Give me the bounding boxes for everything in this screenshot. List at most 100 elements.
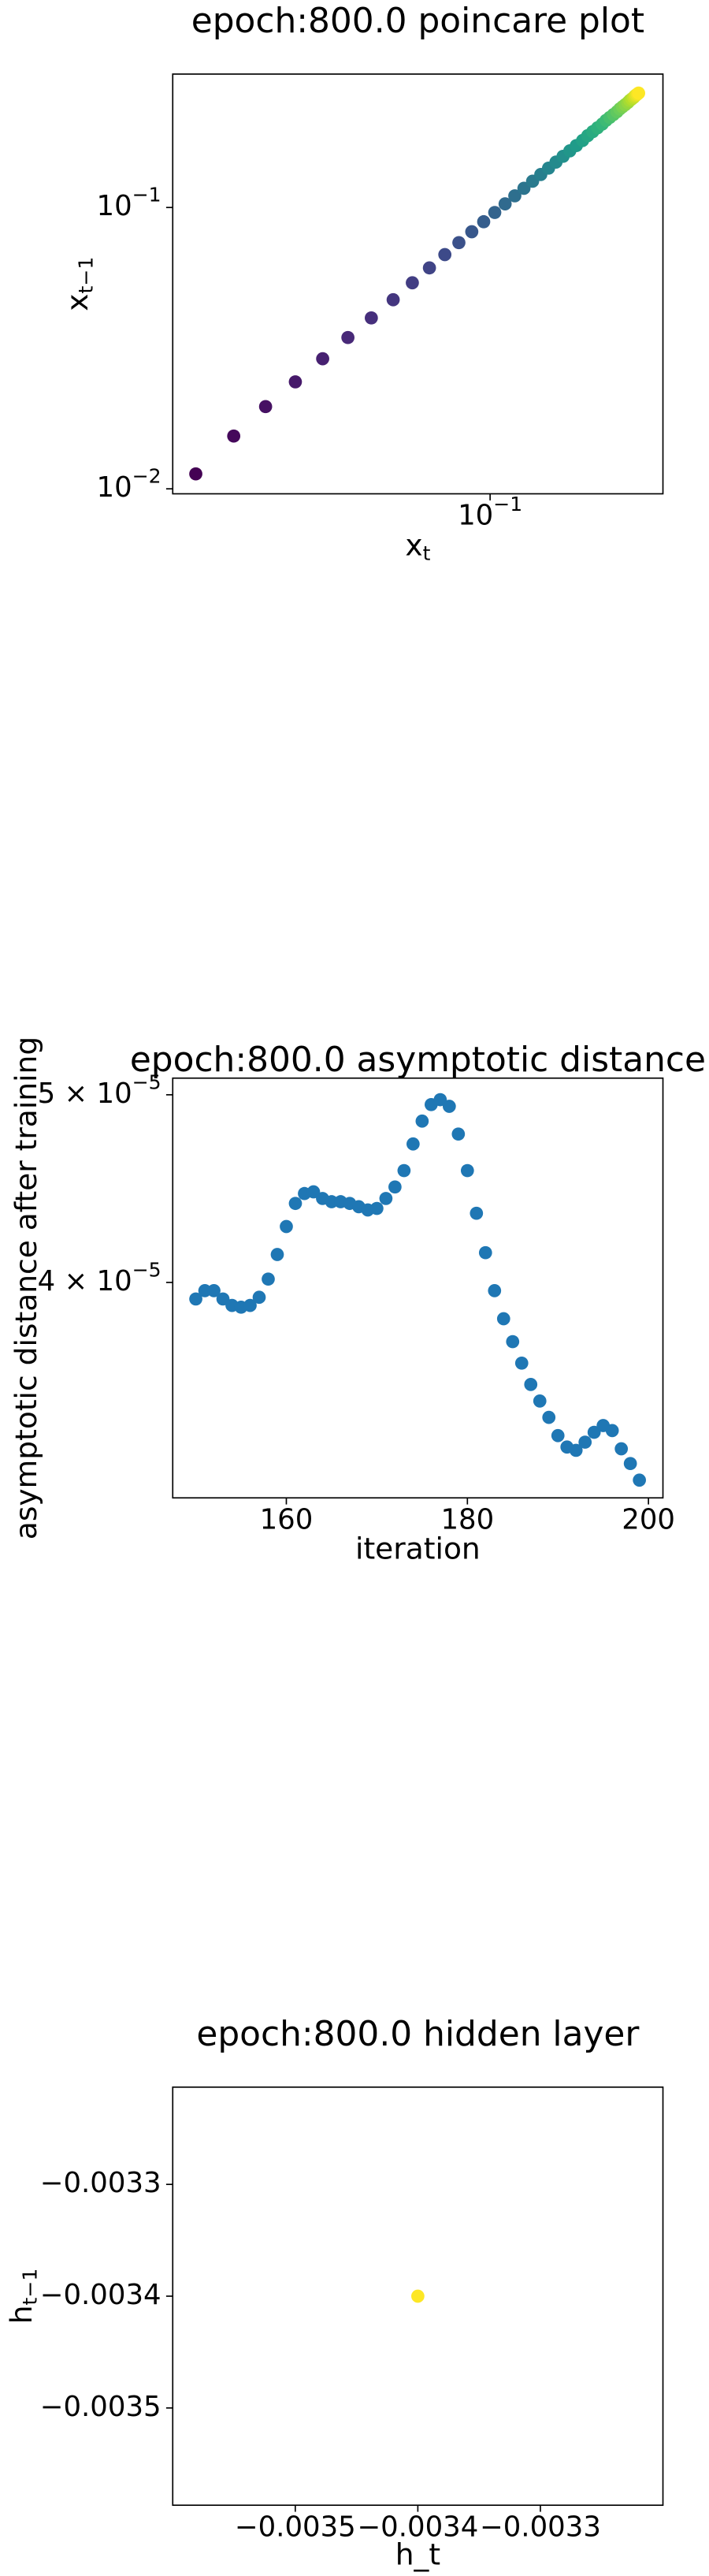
scatter-point bbox=[365, 311, 378, 325]
x-axis-label: iteration bbox=[355, 1532, 481, 1566]
label-text: −0.0035 bbox=[40, 2391, 161, 2423]
y-axis-label: ht−1 bbox=[4, 2269, 42, 2325]
chart-title: epoch:800.0 poincare plot bbox=[191, 1, 644, 41]
x-tick-label: −0.0034 bbox=[357, 2511, 478, 2543]
x-axis-label: h_t bbox=[395, 2537, 440, 2571]
scatter-point bbox=[614, 1442, 629, 1456]
scatter-point bbox=[422, 261, 436, 275]
scatter-point bbox=[542, 1410, 556, 1424]
y-axis-label: asymptotic distance after training bbox=[9, 1037, 43, 1539]
chart-title: epoch:800.0 asymptotic distance bbox=[130, 1040, 706, 1080]
label-text: 10 bbox=[97, 190, 132, 222]
label-text: 5 × 10 bbox=[38, 1078, 132, 1110]
scatter-point bbox=[316, 352, 329, 366]
x-axis-label: xt bbox=[405, 527, 430, 565]
scatter-point bbox=[551, 1428, 565, 1442]
label-text: −0.0033 bbox=[480, 2511, 601, 2543]
scatter-point bbox=[306, 1185, 321, 1199]
plot-area bbox=[172, 73, 664, 495]
label-text: 10 bbox=[458, 500, 493, 532]
scatter-point bbox=[189, 1292, 202, 1306]
label-text: 4 × 10 bbox=[38, 1265, 132, 1297]
scatter-point bbox=[524, 1378, 538, 1391]
scatter-point bbox=[411, 2289, 425, 2303]
scatter-point bbox=[569, 1443, 583, 1457]
y-axis-label: xt−1 bbox=[60, 257, 98, 311]
x-tick-label: −0.0035 bbox=[235, 2511, 356, 2543]
scatter-point bbox=[442, 1100, 456, 1113]
scatter-point bbox=[438, 248, 452, 262]
scatter-point bbox=[460, 1163, 474, 1178]
scatter-point bbox=[470, 1206, 484, 1220]
y-tick-label: −0.0033 bbox=[40, 2167, 161, 2199]
subscript: t bbox=[423, 542, 431, 565]
label-text: −0.0035 bbox=[235, 2511, 356, 2543]
label-text: x bbox=[405, 527, 422, 562]
y-tick-label: 4 × 10−5 bbox=[38, 1258, 161, 1297]
scatter-point bbox=[325, 1195, 339, 1208]
scatter-point bbox=[198, 1284, 212, 1297]
scatter-point bbox=[388, 1180, 402, 1194]
scatter-point bbox=[623, 1457, 637, 1471]
scatter-point bbox=[280, 1219, 293, 1234]
scatter-point bbox=[243, 1298, 257, 1312]
scatter-point bbox=[506, 1335, 520, 1349]
label-text: x bbox=[60, 293, 95, 311]
scatter-point bbox=[288, 1197, 303, 1211]
scatter-point bbox=[415, 1114, 429, 1128]
scatter-point bbox=[533, 1394, 547, 1408]
scatter-point bbox=[632, 86, 645, 100]
scatter-point bbox=[496, 1312, 510, 1326]
scatter-point bbox=[514, 1356, 529, 1370]
chart-title: epoch:800.0 hidden layer bbox=[196, 2014, 640, 2054]
scatter-point bbox=[379, 1192, 393, 1205]
x-tick-label: 180 bbox=[440, 1503, 494, 1536]
scatter-point bbox=[227, 429, 241, 443]
y-tick-label: 5 × 10−5 bbox=[38, 1070, 161, 1110]
scatter-point bbox=[578, 1435, 592, 1449]
plot-area bbox=[172, 1077, 664, 1499]
scatter-point bbox=[288, 375, 303, 389]
scatter-point bbox=[488, 1284, 502, 1297]
scatter-point bbox=[498, 197, 512, 210]
scatter-point bbox=[452, 236, 466, 250]
exponent: −1 bbox=[493, 493, 522, 516]
scatter-point bbox=[386, 292, 400, 307]
scatter-point bbox=[258, 400, 273, 414]
subscript: t−1 bbox=[19, 2269, 42, 2306]
scatter-point bbox=[488, 206, 502, 219]
scatter-point bbox=[605, 1424, 619, 1438]
label-text: 10 bbox=[97, 471, 132, 504]
scatter-point bbox=[587, 1425, 601, 1439]
scatter-point bbox=[478, 1245, 492, 1260]
scatter-point bbox=[252, 1290, 266, 1305]
scatter-point bbox=[406, 1137, 420, 1151]
scatter-point bbox=[270, 1248, 284, 1261]
scatter-point bbox=[633, 1473, 647, 1487]
scatter-point bbox=[189, 467, 202, 481]
exponent: −5 bbox=[132, 1258, 161, 1281]
label-text: −0.0034 bbox=[357, 2511, 478, 2543]
exponent: −5 bbox=[132, 1070, 161, 1093]
x-tick-label: −0.0033 bbox=[480, 2511, 601, 2543]
exponent: −2 bbox=[132, 465, 161, 488]
scatter-point bbox=[397, 1163, 411, 1178]
x-tick-label: 10−1 bbox=[458, 493, 522, 532]
scatter-point bbox=[262, 1272, 275, 1286]
y-tick-label: −0.0034 bbox=[40, 2279, 161, 2311]
scatter-point bbox=[406, 276, 419, 290]
scatter-point bbox=[433, 1093, 447, 1107]
scatter-point bbox=[341, 330, 354, 344]
label-text: −0.0033 bbox=[40, 2167, 161, 2199]
scatter-point bbox=[370, 1201, 384, 1215]
label-text: h bbox=[4, 2305, 39, 2324]
subscript: t−1 bbox=[75, 257, 98, 294]
label-text: −0.0034 bbox=[40, 2279, 161, 2311]
y-tick-label: 10−2 bbox=[97, 465, 161, 504]
y-tick-label: −0.0035 bbox=[40, 2391, 161, 2423]
scatter-point bbox=[477, 214, 491, 229]
exponent: −1 bbox=[132, 184, 161, 207]
scatter-point bbox=[465, 225, 479, 239]
